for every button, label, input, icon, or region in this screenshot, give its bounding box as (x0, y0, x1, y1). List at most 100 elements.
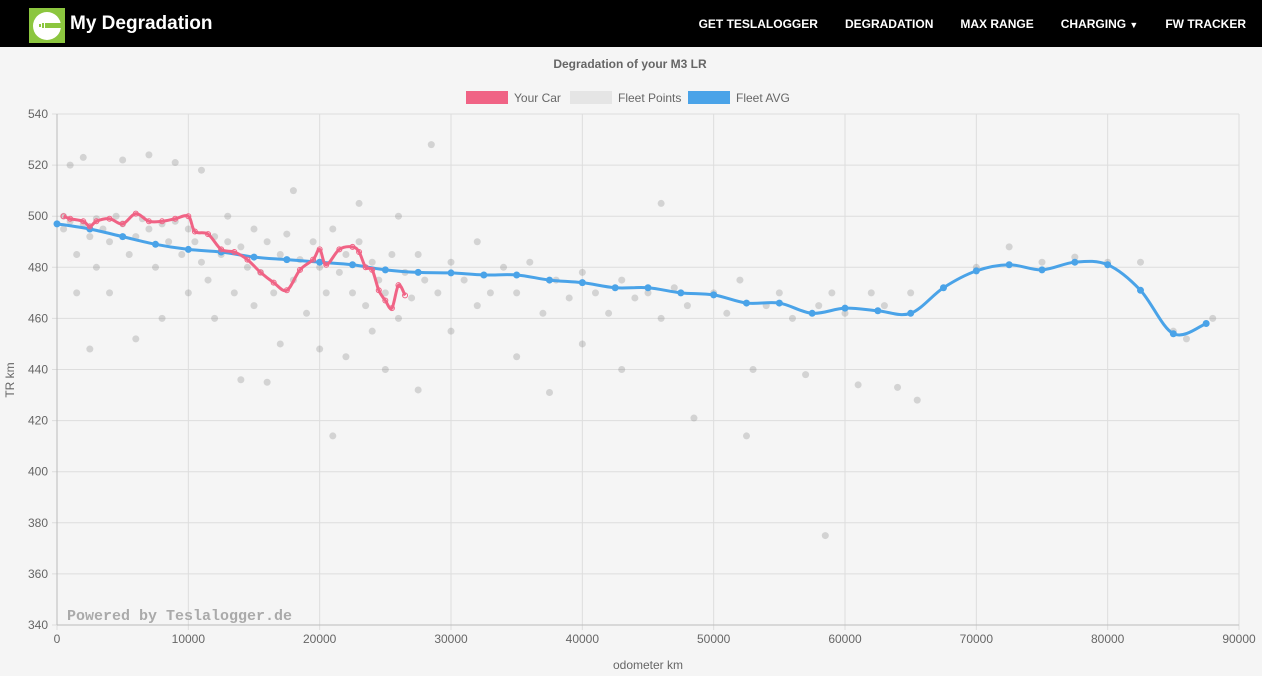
your-car-point (244, 256, 251, 263)
fleet-point (119, 156, 127, 164)
fleet-point (60, 225, 68, 233)
x-tick-label: 80000 (1091, 632, 1125, 646)
fleet-point (913, 396, 921, 404)
fleet-avg-point (546, 276, 553, 284)
fleet-point (158, 314, 166, 322)
fleet-point (342, 251, 350, 259)
your-car-point (362, 264, 369, 271)
fleet-avg-point (1137, 286, 1144, 294)
fleet-point (355, 238, 363, 246)
degradation-chart: Degradation of your M3 LR Your Car Fleet … (3, 57, 1256, 672)
fleet-point (224, 212, 232, 220)
fleet-point (775, 289, 783, 297)
fleet-point (841, 309, 849, 317)
fleet-point (204, 276, 212, 284)
your-car-point (283, 287, 290, 294)
fleet-point (329, 225, 337, 233)
your-car-point (80, 218, 87, 225)
fleet-point (132, 335, 140, 343)
nav-degradation[interactable]: DEGRADATION (844, 17, 934, 31)
your-car-point (132, 210, 139, 217)
fleet-point (631, 294, 639, 302)
fleet-point (73, 251, 81, 259)
your-car-point (205, 231, 212, 238)
fleet-point (408, 294, 416, 302)
fleet-point (683, 302, 691, 310)
fleet-avg-point (381, 266, 389, 274)
fleet-point (368, 327, 376, 335)
legend-swatch (688, 91, 730, 104)
fleet-point (349, 289, 356, 297)
fleet-avg-point (1202, 320, 1210, 328)
x-tick-label: 40000 (566, 632, 600, 646)
y-tick-label: 340 (28, 618, 48, 632)
fleet-point (145, 225, 153, 233)
fleet-point (473, 238, 481, 246)
fleet-point (243, 263, 251, 271)
x-tick-label: 90000 (1222, 632, 1256, 646)
caret-down-icon: ▼ (1129, 20, 1139, 30)
x-tick-label: 70000 (960, 632, 994, 646)
y-tick-label: 360 (28, 567, 48, 581)
y-axis-label: TR km (3, 362, 17, 397)
fleet-point (539, 309, 547, 317)
your-car-point (356, 248, 363, 255)
brand-title[interactable]: My Degradation (70, 13, 213, 34)
fleet-point (66, 161, 74, 169)
fleet-point (178, 251, 186, 259)
fleet-avg-point (808, 309, 816, 317)
fleet-point (329, 432, 337, 440)
your-car-point (185, 213, 192, 220)
fleet-avg-point (972, 267, 980, 275)
fleet-point (736, 276, 744, 284)
fleet-point (434, 289, 442, 297)
fleet-point (690, 414, 698, 422)
your-car-point (369, 266, 376, 273)
your-car-point (172, 215, 179, 222)
your-car-point (349, 243, 356, 250)
fleet-point (473, 302, 481, 310)
fleet-avg-point (119, 233, 127, 241)
fleet-avg-point (1104, 261, 1112, 269)
fleet-point (79, 153, 87, 161)
nav-get-teslalogger[interactable]: GET TESLALOGGER (698, 17, 818, 31)
fleet-point (460, 276, 468, 284)
fleet-point (388, 251, 396, 259)
fleet-point (1038, 258, 1046, 266)
fleet-point (125, 251, 133, 259)
legend-label: Your Car (514, 91, 561, 105)
fleet-point (237, 243, 245, 251)
fleet-avg-point (1038, 266, 1046, 274)
fleet-avg-point (414, 268, 422, 276)
fleet-point (670, 284, 678, 292)
fleet-point (427, 141, 435, 149)
teslalogger-logo[interactable] (29, 8, 65, 43)
your-car-point (323, 261, 330, 268)
x-axis-label: odometer km (613, 658, 683, 672)
legend-label: Fleet Points (618, 91, 681, 105)
fleet-avg-point (578, 279, 586, 287)
your-car-point (93, 218, 100, 225)
fleet-avg-point (677, 289, 685, 297)
fleet-avg-point (480, 271, 488, 279)
fleet-point (309, 238, 317, 246)
fleet-avg-point (447, 269, 455, 277)
fleet-point (1182, 335, 1190, 343)
nav-max-range[interactable]: MAX RANGE (960, 17, 1034, 31)
your-car-point (218, 246, 225, 253)
fleet-point (250, 302, 258, 310)
fleet-point (591, 289, 599, 297)
your-car-point (67, 215, 74, 222)
fleet-point (165, 238, 173, 246)
fleet-point (250, 225, 258, 233)
y-tick-label: 440 (28, 363, 48, 377)
fleet-point (578, 268, 586, 276)
your-car-point (395, 282, 402, 289)
fleet-point (414, 386, 422, 394)
nav-charging[interactable]: CHARGING ▼ (1061, 17, 1139, 31)
nav-fw-tracker[interactable]: FW TRACKER (1165, 17, 1246, 31)
fleet-point (565, 294, 573, 302)
fleet-avg-point (1071, 258, 1079, 266)
fleet-point (355, 199, 363, 207)
fleet-point (171, 159, 179, 167)
